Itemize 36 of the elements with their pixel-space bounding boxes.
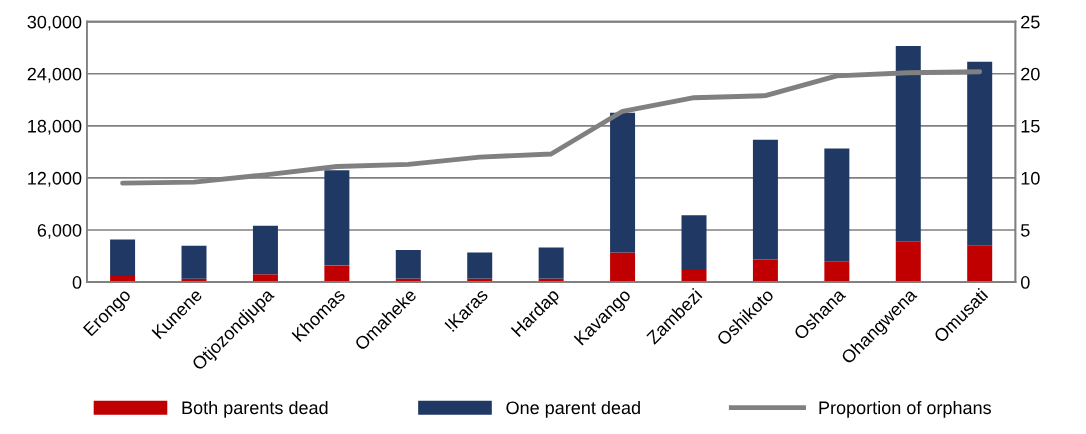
bar bbox=[895, 46, 921, 242]
bar bbox=[681, 215, 707, 270]
y2-tick-label: 20 bbox=[1021, 67, 1040, 81]
bar bbox=[967, 245, 993, 283]
bar bbox=[252, 274, 278, 283]
bar bbox=[395, 249, 421, 279]
bar bbox=[324, 265, 350, 283]
bar bbox=[752, 259, 778, 283]
y2-tick-label: 5 bbox=[1020, 224, 1030, 237]
y-tick-label: 18,000 bbox=[28, 119, 82, 135]
bar bbox=[967, 61, 993, 246]
bar bbox=[538, 247, 564, 279]
y2-tick-label: 0 bbox=[1020, 276, 1030, 289]
bar bbox=[824, 261, 850, 283]
bar bbox=[467, 252, 493, 279]
bar bbox=[252, 225, 278, 275]
y-tick-label: 30,000 bbox=[27, 15, 82, 31]
legend-label: Both parents dead bbox=[182, 400, 328, 418]
y2-tick-label: 10 bbox=[1021, 171, 1040, 185]
bar bbox=[324, 170, 350, 266]
y-tick-label: 24,000 bbox=[27, 67, 82, 83]
legend-label: Proportion of orphans bbox=[819, 400, 991, 418]
y-tick-label: 6,000 bbox=[37, 223, 82, 239]
y-tick-label: 0 bbox=[72, 276, 82, 289]
y2-tick-label: 15 bbox=[1021, 119, 1040, 133]
bar bbox=[824, 148, 850, 262]
y2-tick-label: 25 bbox=[1021, 15, 1040, 29]
bar bbox=[181, 245, 207, 279]
bar bbox=[681, 269, 707, 283]
bar bbox=[610, 252, 636, 283]
legend-label: One parent dead bbox=[506, 400, 640, 418]
bar bbox=[752, 139, 778, 260]
bar bbox=[110, 239, 136, 277]
y-tick-label: 12,000 bbox=[28, 171, 82, 187]
bar bbox=[610, 112, 636, 253]
bar bbox=[895, 241, 921, 283]
